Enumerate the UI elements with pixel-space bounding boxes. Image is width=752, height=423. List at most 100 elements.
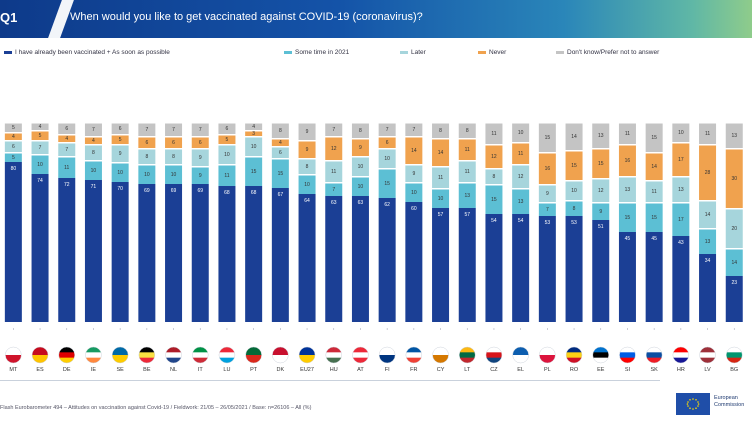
flag-stripe	[566, 347, 583, 353]
bar-later-de	[58, 143, 76, 156]
bar-sometime-ee	[592, 203, 610, 220]
data-label: 13	[625, 187, 631, 193]
bar-sometime-el	[512, 189, 530, 214]
source-footnote: Flash Eurobarometer 494 – Attitudes on v…	[0, 405, 312, 411]
country-label: MT	[9, 367, 18, 373]
data-label: 7	[92, 127, 95, 133]
tick-mark	[440, 328, 441, 330]
bar-never-si	[618, 145, 636, 176]
flag-stripe	[138, 357, 155, 363]
flag-stripe	[299, 355, 316, 363]
bar-never-hu	[325, 137, 343, 160]
data-label: 5	[226, 137, 229, 143]
flag-stripe	[432, 347, 449, 356]
country-label: HU	[330, 367, 338, 373]
data-label: 57	[438, 212, 444, 218]
bar-never-lt	[458, 139, 476, 160]
data-label: 11	[518, 151, 523, 157]
tick-mark	[466, 328, 468, 330]
country-label: ES	[36, 367, 44, 373]
data-label: 45	[625, 236, 631, 242]
tick-mark	[333, 328, 335, 330]
data-label: 9	[546, 191, 549, 197]
data-label: 72	[64, 182, 70, 188]
bar-later-se	[111, 145, 129, 162]
flag-stripe	[379, 347, 396, 356]
bar-later-mt	[4, 141, 22, 152]
country-label: FI	[385, 367, 390, 373]
data-label: 7	[199, 127, 202, 133]
bar-dk-de	[58, 123, 76, 134]
flag-stripe	[165, 347, 182, 353]
bar-sometime-de	[58, 157, 76, 178]
bar-later-hr	[672, 177, 690, 202]
data-label: 5	[12, 125, 15, 131]
bar-later-fr	[405, 165, 423, 182]
data-label: 14	[438, 150, 444, 156]
flag-at-icon	[352, 346, 369, 364]
bar-sometime-lv	[699, 229, 717, 254]
flag-mt-icon	[5, 346, 22, 364]
data-label: 71	[91, 184, 97, 190]
bar-sometime-pt	[245, 157, 263, 186]
data-label: 68	[224, 190, 230, 196]
data-label: 13	[598, 133, 604, 139]
data-label: 7	[332, 127, 335, 133]
flag-stripe	[646, 352, 663, 358]
bar-dk-si	[618, 123, 636, 144]
flag-stripe	[32, 355, 49, 363]
data-label: 15	[384, 181, 390, 187]
data-label: 16	[545, 166, 551, 172]
data-label: 6	[226, 126, 229, 132]
data-label: 11	[64, 165, 69, 171]
flag-stripe	[672, 347, 689, 353]
flag-sk-icon	[645, 346, 663, 364]
tick-mark	[680, 328, 682, 330]
bar-dk-lu	[218, 123, 236, 134]
data-label: 67	[278, 192, 284, 198]
bar-later-bg	[725, 209, 743, 248]
bar-later-sk	[645, 181, 663, 202]
bar-dk-lv	[699, 123, 717, 144]
bar-sometime-ie	[84, 161, 102, 180]
data-label: 11	[705, 131, 710, 137]
bar-sometime-pl	[538, 203, 556, 216]
bar-dk-eu27	[298, 123, 316, 140]
legend-label: Never	[489, 49, 507, 56]
bar-sometime-dk	[271, 159, 289, 188]
bar-never-dk	[271, 139, 289, 146]
data-label: 10	[571, 188, 577, 194]
bar-never-be	[138, 137, 156, 148]
data-label: 11	[465, 169, 470, 175]
flag-stripe	[619, 347, 636, 353]
bar-dk-fi	[378, 123, 396, 136]
flag-pl-icon	[539, 346, 556, 364]
flag-stripe	[112, 355, 129, 363]
tick-mark	[119, 328, 121, 330]
data-label: 10	[144, 172, 150, 178]
country-label: IE	[91, 367, 97, 373]
bar-sometime-eu27	[298, 175, 316, 194]
bar-vaccinated-pt	[245, 186, 263, 322]
flag-fr-icon	[405, 346, 423, 364]
data-label: 8	[92, 150, 95, 156]
data-label: 8	[439, 128, 442, 134]
data-label: 6	[199, 140, 202, 146]
flag-eu27-icon	[298, 346, 316, 364]
legend-swatch	[284, 50, 292, 54]
tick-mark	[199, 328, 201, 330]
data-label: 10	[518, 130, 524, 136]
flag-stripe	[5, 347, 22, 356]
country-label: SK	[650, 367, 658, 373]
tick-mark	[573, 328, 575, 330]
flag-stripe	[512, 347, 529, 356]
country-label: BE	[143, 367, 151, 373]
bar-dk-sk	[645, 123, 663, 152]
bar-later-lv	[699, 201, 717, 228]
country-label: RO	[570, 367, 579, 373]
bar-later-si	[618, 177, 636, 202]
bar-vaccinated-el	[512, 214, 530, 322]
bar-vaccinated-sk	[645, 232, 663, 322]
data-label: 34	[705, 258, 711, 264]
tick-mark	[93, 328, 94, 330]
